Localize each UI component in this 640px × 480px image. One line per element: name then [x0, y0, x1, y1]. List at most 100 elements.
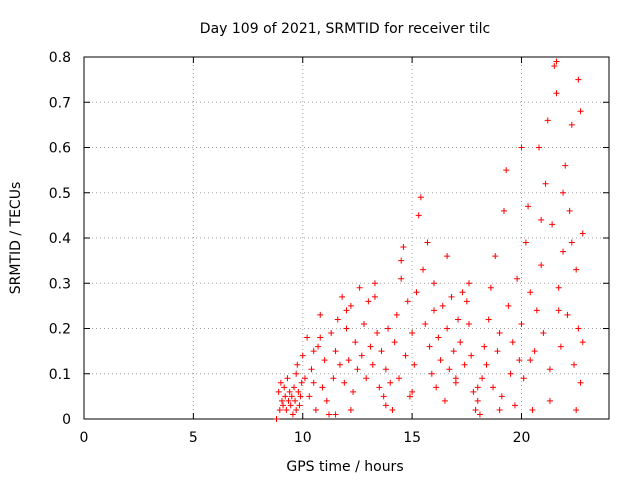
data-point — [531, 348, 538, 355]
data-point — [341, 379, 348, 386]
data-point — [380, 393, 387, 400]
data-point — [398, 275, 405, 282]
data-point — [540, 330, 547, 337]
data-point — [496, 330, 503, 337]
data-point — [463, 298, 470, 305]
data-point — [479, 375, 486, 382]
data-point — [557, 343, 564, 350]
data-point — [520, 375, 527, 382]
data-point — [323, 397, 330, 404]
data-point — [420, 266, 427, 273]
data-point — [306, 393, 313, 400]
data-point — [492, 253, 499, 260]
data-point — [476, 411, 483, 418]
data-point — [568, 239, 575, 246]
data-point — [562, 162, 569, 169]
data-point — [417, 194, 424, 201]
data-point — [404, 298, 411, 305]
data-point — [474, 384, 481, 391]
data-point — [481, 343, 488, 350]
data-point — [433, 384, 440, 391]
data-point — [575, 76, 582, 83]
data-point — [461, 361, 468, 368]
data-point — [319, 384, 326, 391]
data-point — [293, 370, 300, 377]
data-point — [283, 406, 290, 413]
data-point — [518, 144, 525, 151]
data-series — [273, 58, 586, 422]
data-point — [529, 406, 536, 413]
chart-title: Day 109 of 2021, SRMTID for receiver til… — [200, 21, 490, 37]
data-point — [280, 402, 287, 409]
data-point — [483, 361, 490, 368]
data-point — [367, 343, 374, 350]
data-point — [336, 361, 343, 368]
data-point — [466, 320, 472, 327]
data-point — [391, 339, 398, 346]
data-point — [378, 348, 385, 355]
data-point — [455, 316, 462, 323]
data-point — [505, 302, 512, 309]
data-point — [459, 289, 466, 296]
data-point — [332, 411, 339, 418]
data-point — [315, 343, 322, 350]
data-point — [525, 203, 532, 210]
data-point — [276, 406, 283, 413]
data-point — [474, 397, 481, 404]
grid — [84, 57, 609, 419]
data-point — [286, 388, 293, 395]
y-tick-label: 0.4 — [49, 231, 71, 247]
x-tick-label: 15 — [403, 430, 421, 446]
data-point — [409, 330, 416, 337]
data-point — [273, 416, 280, 422]
data-point — [310, 348, 317, 355]
data-point — [555, 307, 562, 314]
data-point — [579, 230, 586, 237]
data-point — [472, 406, 479, 413]
data-point — [393, 311, 400, 318]
data-point — [444, 253, 451, 260]
data-point — [546, 397, 553, 404]
data-point — [284, 375, 291, 382]
data-point — [413, 289, 420, 296]
data-point — [312, 406, 319, 413]
x-tick-label: 20 — [513, 430, 531, 446]
data-point — [345, 357, 352, 364]
data-point — [288, 393, 295, 400]
data-point — [347, 302, 354, 309]
data-point — [538, 216, 545, 223]
data-point — [321, 357, 328, 364]
data-point — [527, 357, 534, 364]
y-tick-label: 0.1 — [49, 367, 71, 383]
data-point — [328, 330, 335, 337]
data-point — [494, 348, 501, 355]
y-tick-label: 0 — [62, 412, 71, 428]
data-point — [439, 302, 446, 309]
data-point — [426, 343, 433, 350]
data-point — [278, 397, 285, 404]
data-point — [402, 352, 409, 359]
data-point — [551, 63, 558, 70]
data-point — [277, 379, 284, 386]
data-point — [289, 411, 296, 418]
data-point — [435, 334, 442, 341]
data-point — [487, 284, 494, 291]
data-point — [573, 266, 580, 273]
data-point — [485, 316, 492, 323]
data-point — [533, 307, 540, 314]
data-point — [371, 280, 378, 287]
data-point — [389, 406, 396, 413]
data-point — [446, 366, 453, 373]
data-point — [352, 339, 359, 346]
data-point — [400, 244, 407, 251]
data-point — [292, 397, 299, 404]
data-point — [448, 293, 455, 300]
data-point — [385, 325, 392, 332]
data-point — [431, 280, 437, 287]
data-point — [382, 402, 389, 409]
data-point — [371, 293, 378, 300]
data-point — [444, 325, 451, 332]
data-point — [431, 307, 437, 314]
data-point — [544, 117, 551, 124]
data-point — [376, 384, 383, 391]
